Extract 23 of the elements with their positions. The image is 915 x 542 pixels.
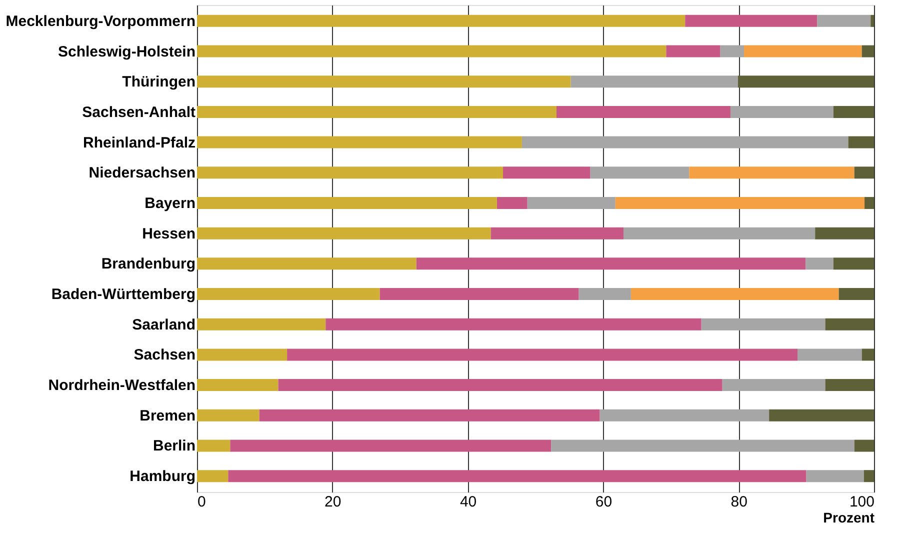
x-axis-title: Prozent: [823, 510, 875, 526]
y-tick-label: Thüringen: [122, 74, 196, 91]
y-tick-label: Sachsen: [134, 346, 196, 364]
y-tick-label: Bremen: [140, 407, 196, 424]
x-tick-label: 100: [849, 494, 874, 510]
x-tick-label: 0: [198, 494, 206, 510]
y-tick-label: Hamburg: [130, 468, 196, 486]
y-tick-label: Baden-Württemberg: [51, 286, 196, 304]
y-tick-label: Schleswig-Holstein: [58, 43, 196, 60]
y-tick-label: Hessen: [142, 225, 196, 242]
x-tick-label: 80: [730, 494, 748, 510]
y-tick-label: Sachsen-Anhalt: [82, 104, 196, 121]
y-tick-label: Saarland: [132, 316, 196, 334]
x-tick-label: 40: [460, 494, 477, 510]
y-tick-label: Berlin: [152, 438, 196, 455]
y-tick-label: Niedersachsen: [88, 164, 196, 182]
y-tick-label: Rheinland-Pfalz: [82, 134, 196, 152]
y-tick-label: Mecklenburg-Vorpommern: [6, 12, 196, 30]
x-tick-label: 20: [324, 494, 342, 510]
y-tick-label: Nordrhein-Westfalen: [48, 377, 196, 394]
x-tick-label: 60: [595, 494, 612, 510]
y-tick-label: Brandenburg: [101, 256, 196, 273]
y-tick-label: Bayern: [144, 194, 196, 212]
